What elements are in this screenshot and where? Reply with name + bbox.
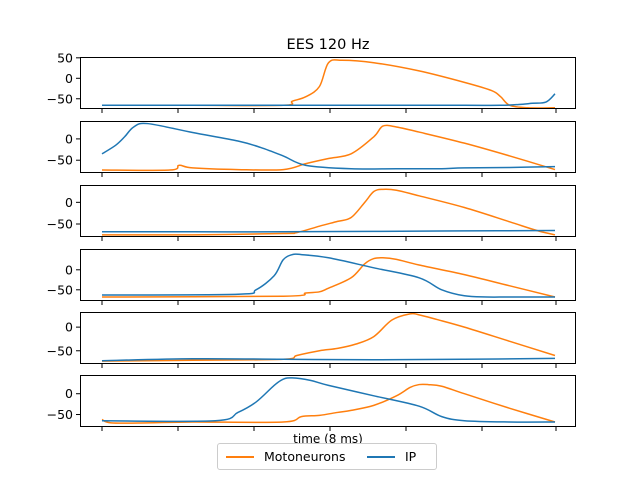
panel-4: 0−50: [47, 249, 576, 305]
ip-line-panel-6: [101, 377, 556, 423]
panel-3: 0−50: [47, 185, 576, 241]
panel-frame-4: [80, 249, 576, 301]
panel-6: 0−50: [47, 375, 576, 431]
panel-frame-5: [80, 312, 576, 364]
y-tick-label-panel-1-0: 50: [57, 50, 73, 65]
panel-1: 50 0 −50: [47, 50, 576, 113]
panel-2: 0−50: [47, 121, 576, 177]
y-tick-label-panel-5-0: 0: [65, 320, 73, 335]
y-tick-label-panel-1-2: −50: [47, 91, 73, 106]
ip-swatch: [367, 456, 395, 458]
panels: 500−500−500−500−500−500−50: [47, 50, 576, 431]
ip-legend-label: IP: [405, 449, 417, 464]
motoneurons-line-panel-6: [101, 383, 556, 424]
ip-line-panel-5: [101, 357, 556, 362]
y-tick-label-panel-2-0: 0: [65, 131, 73, 146]
motoneurons-line-panel-1: [102, 59, 556, 109]
y-tick-label-panel-5-1: −50: [47, 343, 73, 358]
motoneurons-line-panel-5: [101, 312, 556, 362]
panel-frame-2: [80, 121, 576, 173]
legend: Motoneurons IP: [217, 443, 437, 470]
y-tick-label-panel-4-1: −50: [47, 282, 73, 297]
ip-line-panel-1: [102, 93, 556, 107]
motoneurons-legend-label: Motoneurons: [264, 449, 346, 464]
motoneurons-line-panel-3: [101, 188, 556, 236]
y-tick-label-panel-6-1: −50: [47, 407, 73, 422]
ip-line-panel-2: [101, 122, 556, 170]
panel-frame-1: [80, 57, 576, 109]
y-tick-label-panel-1-1: 0: [65, 71, 73, 86]
y-tick-label-panel-4-0: 0: [65, 262, 73, 277]
y-tick-label-panel-6-0: 0: [65, 386, 73, 401]
motoneurons-swatch: [226, 456, 254, 458]
motoneurons-line-panel-4: [101, 256, 556, 298]
panel-frame-6: [80, 375, 576, 427]
x-axis-label: time (8 ms): [293, 432, 363, 446]
chart-title: EES 120 Hz: [287, 37, 370, 53]
motoneurons-line-panel-2: [101, 124, 556, 172]
y-tick-label-panel-3-0: 0: [65, 195, 73, 210]
panel-frame-3: [80, 185, 576, 237]
panel-5: 0 −50: [47, 312, 576, 368]
ip-line-panel-4: [101, 253, 555, 298]
y-tick-label-panel-2-1: −50: [47, 153, 73, 168]
ip-line-panel-3: [101, 229, 556, 233]
y-tick-label-panel-3-1: −50: [47, 217, 73, 232]
